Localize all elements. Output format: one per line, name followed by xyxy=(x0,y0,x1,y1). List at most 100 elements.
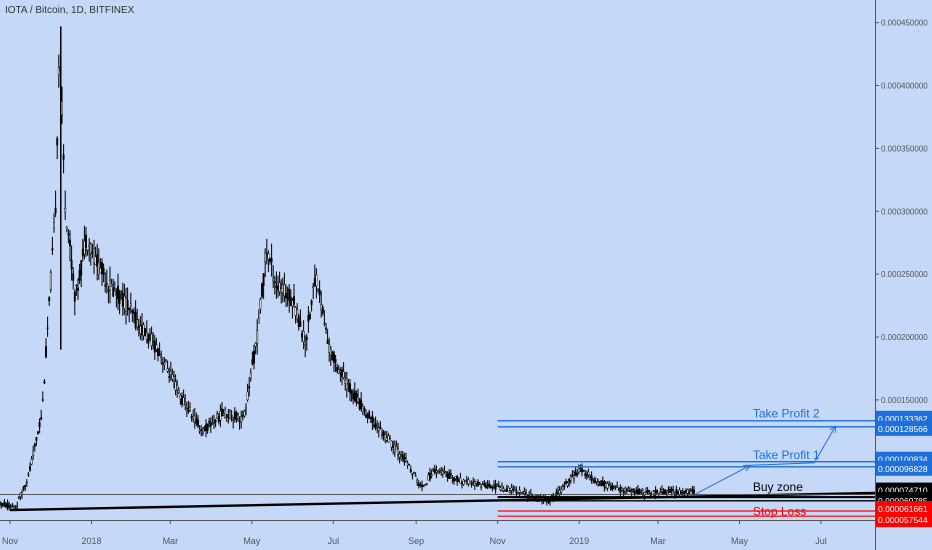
candle-body xyxy=(389,438,391,440)
candle-body xyxy=(558,490,561,494)
price-tag-label: 0.000061661 xyxy=(878,504,928,514)
candle-body xyxy=(587,471,590,475)
candle-body xyxy=(134,311,137,328)
candle-body xyxy=(416,479,419,483)
candle-body xyxy=(229,411,231,419)
candle-body xyxy=(443,470,446,473)
candle-body xyxy=(512,489,515,491)
candle-body xyxy=(597,480,599,483)
candle-body xyxy=(261,283,263,297)
candle-body xyxy=(560,488,563,493)
candle-body xyxy=(454,476,457,479)
candle-body xyxy=(280,288,283,293)
candle-body xyxy=(377,427,380,431)
candle-body xyxy=(494,484,497,490)
candle-body xyxy=(126,299,129,310)
candle-body xyxy=(139,325,142,335)
x-tick-label: Sep xyxy=(408,536,424,546)
candle-body xyxy=(56,138,59,146)
candle-body xyxy=(569,476,572,481)
candle-body xyxy=(392,445,395,448)
candle-body xyxy=(336,367,339,372)
candle-body xyxy=(457,480,460,482)
candle-body xyxy=(401,454,404,459)
candle-body xyxy=(161,362,164,365)
candle-body xyxy=(169,371,172,375)
annotation-label: Stop Loss xyxy=(753,505,806,519)
candle-body xyxy=(147,334,150,344)
price-tag xyxy=(876,512,932,528)
candle-body xyxy=(566,482,569,487)
candle-body xyxy=(438,469,441,471)
candle-body xyxy=(685,490,687,492)
candle-body xyxy=(64,208,67,213)
candle-body xyxy=(645,491,647,493)
candle-body xyxy=(555,491,558,496)
candle-body xyxy=(144,328,147,337)
candle-body xyxy=(328,344,331,353)
candle-body xyxy=(403,457,406,463)
candle-body xyxy=(331,351,334,360)
candle-body xyxy=(233,411,236,419)
candle-body xyxy=(525,492,527,495)
candle-body xyxy=(417,483,420,486)
candle-body xyxy=(123,295,126,309)
candle-body xyxy=(225,414,228,417)
candle-body xyxy=(190,416,193,418)
candle-body xyxy=(112,287,115,297)
candle-body xyxy=(608,484,611,486)
candle-body xyxy=(329,348,332,356)
candle-body xyxy=(153,340,156,353)
price-tag xyxy=(876,420,932,436)
candle-body xyxy=(120,291,123,293)
candle-body xyxy=(32,450,35,456)
x-tick-label: Mar xyxy=(163,536,179,546)
candle-body xyxy=(681,492,684,494)
candle-body xyxy=(182,397,185,405)
target-arrow xyxy=(750,462,815,466)
candle-body xyxy=(272,278,275,282)
candle-body xyxy=(177,390,180,393)
candle-body xyxy=(81,248,84,257)
candle-body xyxy=(637,489,639,495)
candle-body xyxy=(51,248,54,251)
candle-body xyxy=(413,472,415,474)
candle-body xyxy=(168,376,171,378)
candle-body xyxy=(275,285,278,288)
candle-body xyxy=(595,477,598,482)
candle-body xyxy=(486,484,489,487)
arrow-head xyxy=(745,464,751,472)
candle-body xyxy=(70,260,73,269)
candle-body xyxy=(621,488,623,491)
candle-body xyxy=(125,297,127,312)
candle-body xyxy=(557,490,559,492)
candle-body xyxy=(510,487,513,491)
candle-body xyxy=(565,481,567,485)
candle-body xyxy=(17,497,20,499)
candle-body xyxy=(387,435,390,443)
candle-body xyxy=(691,490,694,492)
arrow-head xyxy=(829,425,836,431)
candle-body xyxy=(205,424,207,432)
candle-body xyxy=(173,376,175,381)
candle-body xyxy=(232,419,235,421)
candle-body xyxy=(222,413,225,416)
candle-body xyxy=(142,324,145,336)
candle-body xyxy=(54,207,57,214)
candle-body xyxy=(217,416,220,423)
target-arrow xyxy=(813,425,837,464)
candle-body xyxy=(585,473,588,478)
candle-body xyxy=(593,480,596,484)
candle-body xyxy=(118,293,121,304)
candle-body xyxy=(630,491,633,493)
candle-body xyxy=(363,407,366,411)
candle-body xyxy=(571,474,574,477)
candle-body xyxy=(317,290,319,293)
candle-body xyxy=(611,485,614,490)
candle-body xyxy=(33,443,36,447)
candle-body xyxy=(632,488,635,491)
candle-body xyxy=(72,273,75,281)
candle-body xyxy=(264,252,267,262)
candle-body xyxy=(424,484,427,486)
